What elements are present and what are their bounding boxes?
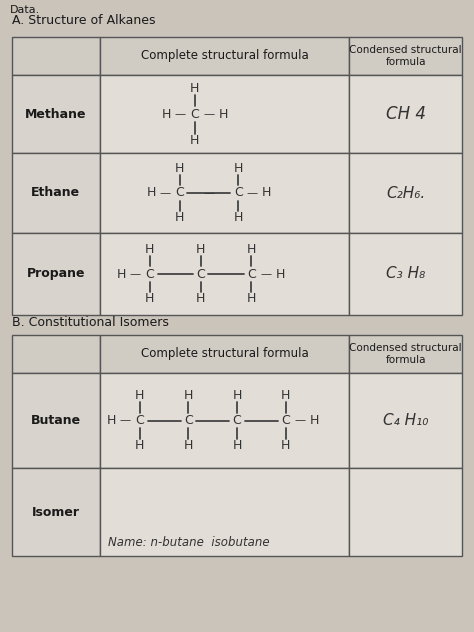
Text: H: H (145, 292, 155, 305)
Bar (100, 153, 349, 233)
Text: H: H (246, 292, 256, 305)
Text: Complete structural formula: Complete structural formula (141, 49, 309, 63)
Text: Data.: Data. (10, 5, 40, 15)
Text: H: H (196, 243, 205, 256)
Text: H: H (183, 439, 193, 452)
Text: C: C (184, 414, 193, 427)
Text: H: H (146, 186, 156, 200)
Bar (100, 75, 349, 153)
Text: H: H (281, 439, 290, 452)
Text: C: C (175, 186, 184, 200)
Text: Condensed structural
formula: Condensed structural formula (349, 45, 462, 67)
Text: —: — (247, 188, 258, 198)
Text: Complete structural formula: Complete structural formula (141, 348, 309, 360)
Text: —: — (294, 415, 305, 425)
Bar (100, 335, 349, 373)
Text: H: H (234, 211, 243, 224)
Text: —: — (175, 109, 186, 119)
Text: H: H (310, 414, 319, 427)
Text: H: H (234, 162, 243, 175)
Bar (349, 335, 462, 373)
Bar (100, 37, 349, 75)
Text: C: C (233, 414, 241, 427)
Text: C₄ H₁₀: C₄ H₁₀ (383, 413, 428, 428)
Text: C: C (281, 414, 290, 427)
Text: H: H (232, 439, 242, 452)
Text: C: C (136, 414, 144, 427)
Text: H: H (190, 133, 200, 147)
Text: H: H (107, 414, 116, 427)
Text: H: H (281, 389, 290, 403)
Text: H: H (219, 107, 228, 121)
Text: H: H (117, 267, 126, 281)
Text: C: C (234, 186, 243, 200)
Text: H: H (196, 292, 205, 305)
Text: H: H (175, 211, 184, 224)
Text: H: H (161, 107, 171, 121)
Bar (349, 373, 462, 468)
Text: Propane: Propane (27, 267, 85, 281)
Text: —: — (203, 188, 214, 198)
Text: C: C (196, 267, 205, 281)
Bar (12, 373, 100, 468)
Text: H: H (175, 162, 184, 175)
Text: —: — (130, 269, 141, 279)
Bar (12, 153, 100, 233)
Text: CH 4: CH 4 (386, 105, 426, 123)
Bar (12, 233, 100, 315)
Text: Butane: Butane (31, 414, 81, 427)
Text: H: H (246, 243, 256, 256)
Bar (100, 468, 349, 556)
Text: —: — (203, 109, 215, 119)
Text: C: C (190, 107, 199, 121)
Text: H: H (145, 243, 155, 256)
Bar (349, 37, 462, 75)
Text: H: H (190, 82, 200, 95)
Bar (349, 75, 462, 153)
Text: H: H (232, 389, 242, 403)
Bar (12, 468, 100, 556)
Bar (12, 335, 100, 373)
Bar (12, 75, 100, 153)
Text: —: — (160, 188, 171, 198)
Text: B. Constitutional Isomers: B. Constitutional Isomers (12, 316, 169, 329)
Text: —: — (120, 415, 131, 425)
Bar (349, 153, 462, 233)
Text: A. Structure of Alkanes: A. Structure of Alkanes (12, 14, 155, 27)
Bar (12, 37, 100, 75)
Text: C: C (146, 267, 154, 281)
Text: H: H (135, 389, 145, 403)
Text: H: H (135, 439, 145, 452)
Text: C: C (247, 267, 256, 281)
Text: Ethane: Ethane (31, 186, 81, 200)
Text: —: — (260, 269, 271, 279)
Text: Condensed structural
formula: Condensed structural formula (349, 343, 462, 365)
Text: H: H (275, 267, 285, 281)
Text: H: H (262, 186, 272, 200)
Text: Methane: Methane (25, 107, 87, 121)
Bar (100, 373, 349, 468)
Text: C₂H₆.: C₂H₆. (386, 186, 425, 200)
Bar (349, 233, 462, 315)
Text: Name: n-butane  isobutane: Name: n-butane isobutane (108, 535, 269, 549)
Text: Isomer: Isomer (32, 506, 80, 518)
Bar (349, 468, 462, 556)
Text: C₃ H₈: C₃ H₈ (386, 267, 425, 281)
Text: H: H (183, 389, 193, 403)
Bar (100, 233, 349, 315)
